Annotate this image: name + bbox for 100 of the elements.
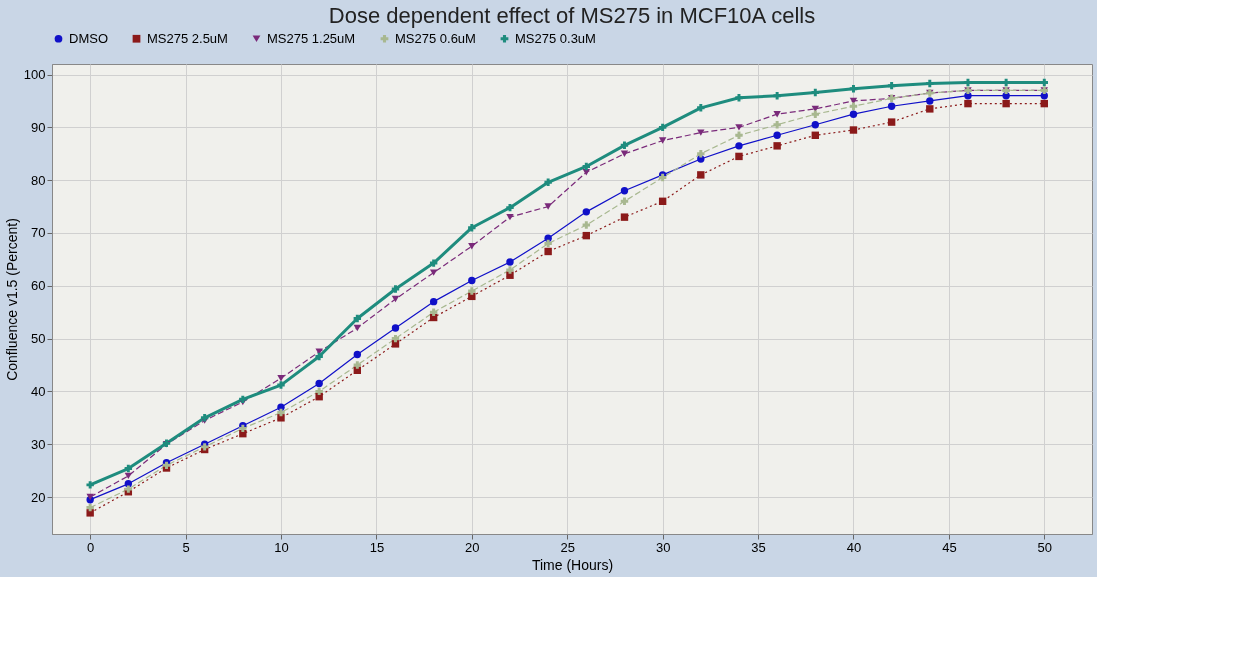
point [353,361,362,369]
y-axis-title: Confluence v1.5 (Percent) [3,218,20,381]
point [277,408,285,417]
point [811,88,820,97]
point [429,269,438,276]
point [429,297,438,306]
point [582,162,591,171]
x-tick-label: 15 [369,539,385,555]
point [773,110,781,118]
point [353,324,362,332]
point [239,429,247,438]
point [277,403,285,411]
point [735,152,743,161]
point [849,85,858,93]
x-tick-label: 0 [87,539,95,555]
x-tick-label: 40 [846,539,862,555]
point [544,239,552,248]
point [506,213,514,221]
point [544,203,552,210]
point [735,124,743,131]
x-axis-title: Time (Hours) [531,556,614,573]
point [86,509,94,517]
x-tick-label: 35 [751,539,766,555]
point [926,105,934,113]
point [544,178,552,186]
point [391,295,400,303]
point [353,314,362,323]
point [849,102,858,110]
chart-title: Dose dependent effect of MS275 in MCF10A cells [328,3,816,28]
point [506,203,514,212]
point [582,208,591,216]
point [620,141,629,150]
point [697,104,705,112]
point [315,392,323,401]
point [620,187,629,195]
point [277,381,285,389]
y-tick-label: 60 [31,278,46,294]
point [735,94,743,102]
point [468,276,476,285]
point [353,350,362,359]
point [887,118,896,126]
point [811,110,820,118]
legend-label: MS275 0.3uM [515,30,596,46]
point [391,334,400,343]
point [620,197,629,206]
point [582,221,591,229]
y-tick-label: 50 [31,331,46,347]
point [735,131,743,139]
point [773,131,781,139]
point [697,171,705,179]
x-tick-label: 30 [655,539,671,555]
legend-label: MS275 2.5uM [147,30,228,46]
point [86,503,94,512]
point [697,129,705,136]
point [620,213,629,221]
point [811,121,820,129]
y-tick-label: 90 [31,119,46,135]
point [544,247,552,256]
x-tick-label: 50 [1037,539,1053,555]
point [391,285,400,293]
y-tick-label: 80 [31,172,46,188]
x-tick-label: 45 [942,539,957,555]
point [315,379,323,388]
point [86,481,94,489]
point [964,99,972,108]
y-tick-label: 100 [23,67,46,83]
x-tick-label: 25 [560,539,575,555]
x-tick-label: 10 [274,539,289,555]
point [315,352,323,361]
point [391,324,400,332]
legend-label: MS275 1.25uM [267,30,356,46]
point [1002,99,1010,108]
point [468,224,476,232]
y-tick-label: 30 [31,436,46,452]
point [429,259,438,267]
point [735,142,743,150]
point [658,123,667,132]
point [468,242,476,250]
point [773,142,781,150]
point [506,266,514,274]
y-tick-label: 40 [31,383,46,399]
point [506,258,514,266]
point [277,375,285,382]
point [124,472,133,480]
y-tick-label: 70 [31,225,46,241]
point [773,121,781,129]
point [887,102,896,110]
point [849,126,858,134]
x-tick-label: 5 [182,539,190,555]
point [926,79,934,88]
point [697,150,705,158]
point [849,110,858,118]
point [468,287,476,295]
point [773,91,781,100]
legend-label: MS275 0.6uM [395,30,476,46]
point [315,387,323,396]
point [658,137,667,144]
legend-label: DMSO [69,30,108,46]
point [124,464,133,473]
point [429,308,438,316]
